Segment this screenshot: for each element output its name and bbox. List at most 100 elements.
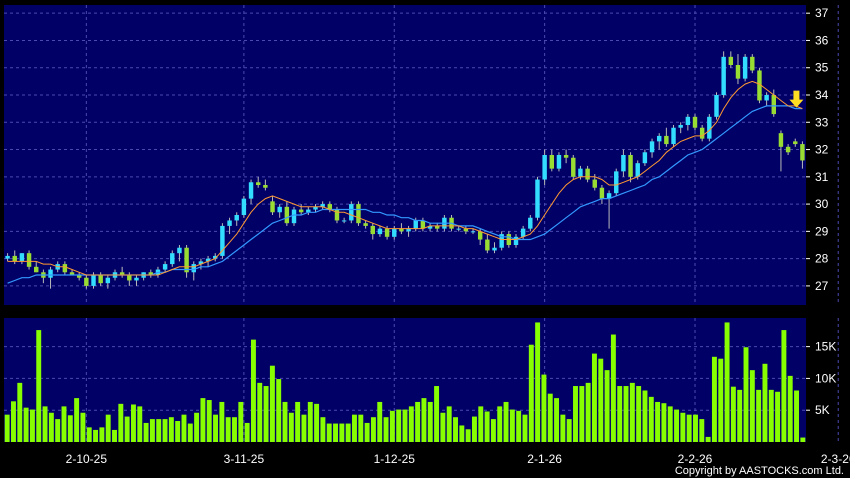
volume-bar [573,386,578,442]
candle-body [614,171,619,194]
candle-body [499,234,504,248]
candle-body [764,95,769,101]
volume-bar [263,386,269,442]
volume-bar [288,412,294,442]
volume-bar [585,382,591,442]
candle-body [198,261,204,265]
candle-body [363,223,368,226]
volume-bar [352,414,357,442]
candle-body [735,65,741,79]
candle-body [255,182,261,185]
candle-body [785,146,791,153]
candle-body [642,152,648,164]
volume-bar [333,423,338,442]
volume-bar [509,409,515,442]
candle-body [793,141,798,145]
candle-body [62,264,68,273]
volume-bar [244,422,250,442]
candle-body [649,141,655,153]
candle-body [248,182,254,199]
volume-bar [225,417,231,442]
candle-body [606,193,612,199]
volume-bar [541,374,547,442]
volume-bar [74,398,80,442]
price-tick-label: 28 [815,252,829,266]
volume-bar [36,330,42,442]
candle-body [241,198,247,215]
candle-body [427,225,433,229]
volume-bar [465,429,471,442]
volume-bar [730,386,736,442]
candle-body [714,95,719,117]
candle-body [356,204,361,224]
price-grid [4,5,839,305]
volume-bar [516,410,522,442]
volume-bar [440,412,446,442]
volume-bar [345,423,351,442]
volume-bar [276,379,282,442]
candle-body [384,228,390,237]
volume-bar [598,358,604,442]
volume-bar [560,414,566,442]
volume-bar [200,398,206,442]
candle-body [177,247,182,254]
candle-body [377,228,383,235]
volume-bar [48,412,54,442]
volume-bar [250,339,256,442]
candle-body [578,168,583,177]
candle-body [284,206,290,224]
volume-bar [711,356,717,442]
candle-body [628,155,633,177]
volume-bar [383,417,389,442]
date-tick-label: 2-10-25 [66,452,108,466]
volume-bar [370,417,376,442]
volume-bar [566,419,572,442]
candle-body [291,209,297,224]
candle-body [69,272,75,275]
candle-body [728,56,734,65]
candle-body [492,247,497,251]
volume-axis: 5K 10K 15K [806,340,836,417]
volume-bar [768,389,774,442]
candle-body [435,225,440,229]
volume-bar [667,406,673,442]
volume-bar [497,406,503,442]
volume-tick-label: 5K [815,403,830,417]
candle-body [485,239,490,251]
candle-body [621,155,626,172]
volume-bar [396,409,402,442]
candle-body [771,95,776,115]
candle-body [520,228,526,237]
volume-bar [737,389,743,442]
volume-bar [187,423,193,442]
candle-body [800,144,805,161]
volume-bar [446,406,452,442]
candle-body [184,247,189,273]
candle-body [571,157,576,177]
candle-body [98,275,103,284]
volume-bar [86,427,92,442]
volume-bar [162,419,168,442]
candle-body [220,225,225,256]
volume-tick-label: 15K [815,340,836,354]
date-tick-label: 2-3-26 [821,452,850,466]
candle-body [105,277,111,284]
volume-bar [528,344,534,442]
candle-body [463,228,469,232]
candle-body [162,264,168,270]
volume-bar [604,370,610,442]
volume-bar [130,404,136,442]
volume-bar [389,410,395,442]
volume-bar [655,401,661,442]
candle-body [420,220,426,229]
date-tick-label: 2-2-26 [678,452,713,466]
volume-bar [718,358,724,442]
price-tick-label: 27 [815,279,829,293]
volume-bar [547,393,553,442]
volume-bar [213,414,219,442]
candle-body [699,127,705,139]
volume-bar [800,437,806,442]
volume-bar [699,419,705,442]
volume-bar [320,417,326,442]
